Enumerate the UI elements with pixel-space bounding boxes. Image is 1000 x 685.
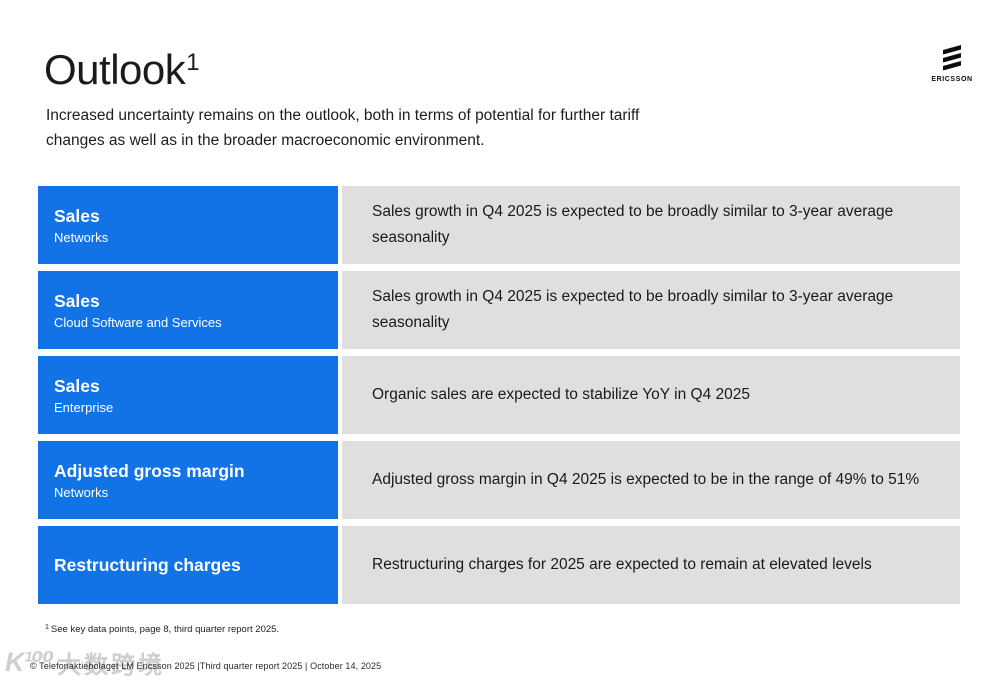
row-title: Sales bbox=[54, 290, 100, 311]
page-title-superscript: 1 bbox=[186, 49, 200, 76]
row-label-cell: Sales Enterprise bbox=[38, 356, 338, 434]
row-description: Organic sales are expected to stabilize … bbox=[372, 386, 750, 403]
page-title-text: Outlook bbox=[44, 46, 186, 93]
table-row-sales-cloud: Sales Cloud Software and Services Sales … bbox=[38, 271, 960, 349]
row-title: Restructuring charges bbox=[54, 555, 241, 575]
row-description-cell: Sales growth in Q4 2025 is expected to b… bbox=[342, 271, 960, 349]
table-row-sales-networks: Sales Networks Sales growth in Q4 2025 i… bbox=[38, 186, 960, 264]
row-description: Adjusted gross margin in Q4 2025 is expe… bbox=[372, 471, 920, 488]
row-label-cell: Sales Networks bbox=[38, 186, 338, 264]
subtitle: Increased uncertainty remains on the out… bbox=[46, 103, 639, 153]
row-label-cell: Sales Cloud Software and Services bbox=[38, 271, 338, 349]
footer-copyright: © Telefonaktiebolaget LM Ericsson 2025 |… bbox=[30, 661, 382, 671]
row-title: Sales bbox=[54, 205, 100, 226]
footnote: 1 See key data points, page 8, third quar… bbox=[45, 624, 279, 635]
row-description-cell: Adjusted gross margin in Q4 2025 is expe… bbox=[342, 441, 960, 519]
subtitle-line-2: changes as well as in the broader macroe… bbox=[46, 132, 485, 149]
row-description-cell: Restructuring charges for 2025 are expec… bbox=[342, 526, 960, 604]
row-label-cell: Adjusted gross margin Networks bbox=[38, 441, 338, 519]
row-description: Sales growth in Q4 2025 is expected to b… bbox=[372, 203, 894, 246]
row-description-cell: Sales growth in Q4 2025 is expected to b… bbox=[342, 186, 960, 264]
outlook-table: Sales Networks Sales growth in Q4 2025 i… bbox=[38, 186, 960, 611]
subtitle-line-1: Increased uncertainty remains on the out… bbox=[46, 107, 640, 124]
footnote-superscript: 1 bbox=[45, 624, 49, 631]
table-row-sales-enterprise: Sales Enterprise Organic sales are expec… bbox=[38, 356, 960, 434]
row-subtitle: Cloud Software and Services bbox=[54, 314, 222, 330]
row-subtitle: Networks bbox=[54, 484, 109, 500]
row-description-cell: Organic sales are expected to stabilize … bbox=[342, 356, 960, 434]
page-title: Outlook1 bbox=[44, 46, 200, 94]
row-description: Sales growth in Q4 2025 is expected to b… bbox=[372, 288, 894, 331]
row-subtitle: Enterprise bbox=[54, 399, 114, 415]
footnote-text: See key data points, page 8, third quart… bbox=[50, 624, 280, 635]
row-title: Sales bbox=[54, 375, 100, 396]
table-row-restructuring: Restructuring charges Restructuring char… bbox=[38, 526, 960, 604]
ericsson-bars-icon bbox=[943, 45, 961, 71]
row-subtitle: Networks bbox=[54, 229, 109, 245]
row-title: Adjusted gross margin bbox=[54, 460, 245, 481]
row-description: Restructuring charges for 2025 are expec… bbox=[372, 556, 872, 573]
table-row-gross-margin: Adjusted gross margin Networks Adjusted … bbox=[38, 441, 960, 519]
row-label-cell: Restructuring charges bbox=[38, 526, 338, 604]
ericsson-logo: ERICSSON bbox=[924, 40, 980, 83]
ericsson-wordmark: ERICSSON bbox=[931, 76, 973, 83]
